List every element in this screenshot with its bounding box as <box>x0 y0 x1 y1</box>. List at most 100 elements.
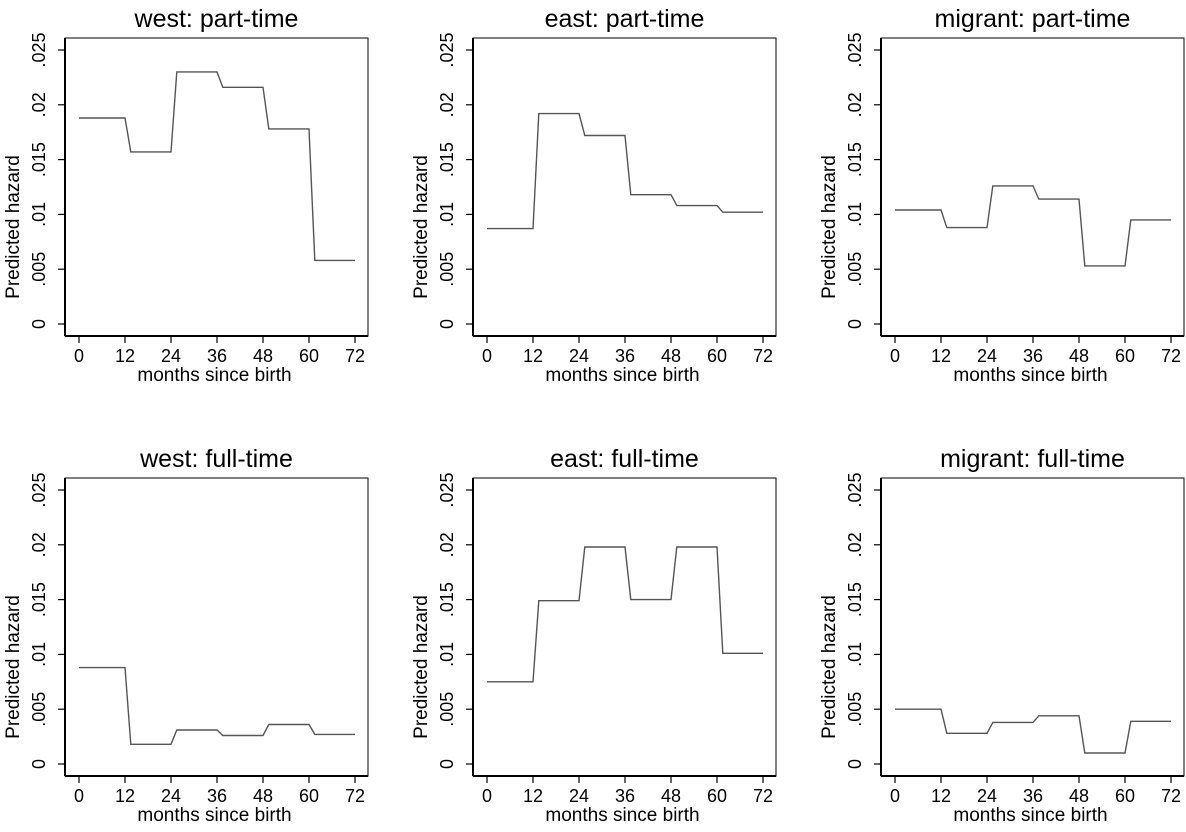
chart-0-x-tick-label: 48 <box>253 346 273 366</box>
chart-0-y-tick-label: .025 <box>29 32 49 67</box>
chart-1-x-tick-label: 24 <box>569 346 589 366</box>
chart-0-y-tick-label: .02 <box>29 92 49 117</box>
chart-1-y-axis-title: Predicted hazard <box>411 155 432 299</box>
chart-4-x-tick-label: 12 <box>523 786 543 806</box>
chart-5-x-tick-label: 0 <box>890 786 900 806</box>
chart-1-x-tick-label: 36 <box>615 346 635 366</box>
chart-3-x-tick-label: 36 <box>207 786 227 806</box>
chart-3-y-tick-label: .025 <box>29 472 49 507</box>
chart-4-x-tick-label: 48 <box>661 786 681 806</box>
chart-2-y-tick-label: .005 <box>845 252 865 287</box>
chart-2-x-tick-label: 72 <box>1161 346 1181 366</box>
chart-3-x-axis-title: months since birth <box>137 805 291 826</box>
chart-3-y-axis-title: Predicted hazard <box>3 595 24 739</box>
chart-0-x-tick-label: 12 <box>115 346 135 366</box>
chart-5-x-tick-label: 60 <box>1115 786 1135 806</box>
chart-4-y-axis-title: Predicted hazard <box>411 595 432 739</box>
chart-3-title: west: full-time <box>139 445 293 473</box>
chart-5-y-tick-label: .01 <box>845 642 865 667</box>
chart-3-x-tick-label: 60 <box>299 786 319 806</box>
chart-4-title: east: full-time <box>550 445 699 473</box>
chart-2-title: migrant: part-time <box>935 5 1131 33</box>
chart-4-x-axis-title: months since birth <box>545 805 699 826</box>
chart-0-hazard-step-line <box>79 71 355 262</box>
chart-0-x-tick-label: 72 <box>345 346 365 366</box>
chart-5-hazard-step-line <box>895 708 1171 754</box>
chart-4-x-tick-label: 0 <box>482 786 492 806</box>
chart-4-hazard-step-line <box>487 546 763 683</box>
chart-1-x-tick-label: 0 <box>482 346 492 366</box>
chart-4-y-tick-label: 0 <box>437 759 457 769</box>
chart-1-y-tick-label: .025 <box>437 32 457 67</box>
chart-4-x-tick-label: 24 <box>569 786 589 806</box>
chart-1-x-tick-label: 12 <box>523 346 543 366</box>
chart-3-x-tick-label: 48 <box>253 786 273 806</box>
chart-5-y-tick-label: .015 <box>845 582 865 617</box>
chart-3-panel: west: full-time 0 12 24 36 48 60 72 0 .005 .01 .015… <box>3 445 369 826</box>
chart-2-x-tick-label: 12 <box>931 346 951 366</box>
chart-0-x-axis-title: months since birth <box>137 365 291 386</box>
chart-5-y-axis-title: Predicted hazard <box>819 595 840 739</box>
chart-3-x-tick-label: 0 <box>74 786 84 806</box>
chart-2-y-axis-title: Predicted hazard <box>819 155 840 299</box>
chart-2-panel: migrant: part-time 0 12 24 36 48 60 72 0 .005 .01.… <box>819 5 1185 386</box>
chart-1-plot-frame <box>472 37 777 337</box>
chart-3-plot-frame <box>64 477 369 777</box>
chart-0-x-tick-label: 24 <box>161 346 181 366</box>
chart-2-hazard-step-line <box>895 185 1171 267</box>
chart-2-x-tick-label: 36 <box>1023 346 1043 366</box>
chart-2-y-tick-label: .02 <box>845 92 865 117</box>
chart-5-title: migrant: full-time <box>940 445 1125 473</box>
chart-1-x-tick-label: 48 <box>661 346 681 366</box>
chart-2-y-tick-label: .025 <box>845 32 865 67</box>
chart-5-y-tick-label: .025 <box>845 472 865 507</box>
chart-1-y-tick-label: .01 <box>437 202 457 227</box>
chart-5-x-tick-label: 12 <box>931 786 951 806</box>
chart-4-y-tick-label: .015 <box>437 582 457 617</box>
chart-2-y-tick-label: .015 <box>845 142 865 177</box>
chart-1-y-tick-label: .02 <box>437 92 457 117</box>
chart-4-panel: east: full-time 0 12 24 36 48 60 72 0 .005 .01 .015… <box>411 445 777 826</box>
chart-4-x-tick-label: 60 <box>707 786 727 806</box>
chart-4-y-tick-label: .02 <box>437 532 457 557</box>
chart-5-x-tick-label: 36 <box>1023 786 1043 806</box>
chart-1-y-tick-label: .015 <box>437 142 457 177</box>
chart-0-title: west: part-time <box>134 5 299 33</box>
chart-5-x-axis-title: months since birth <box>953 805 1107 826</box>
chart-0-plot-frame <box>64 37 369 337</box>
chart-2-x-tick-label: 0 <box>890 346 900 366</box>
chart-5-x-tick-label: 72 <box>1161 786 1181 806</box>
chart-5-y-tick-label: .005 <box>845 692 865 727</box>
chart-1-hazard-step-line <box>487 112 763 230</box>
chart-1-y-tick-label: .005 <box>437 252 457 287</box>
chart-3-y-tick-label: .015 <box>29 582 49 617</box>
chart-1-x-tick-label: 72 <box>753 346 773 366</box>
chart-0-y-axis-title: Predicted hazard <box>3 155 24 299</box>
chart-3-x-tick-label: 72 <box>345 786 365 806</box>
chart-0-y-tick-label: 0 <box>29 319 49 329</box>
chart-5-x-tick-label: 48 <box>1069 786 1089 806</box>
chart-1-y-tick-label: 0 <box>437 319 457 329</box>
chart-3-y-tick-label: 0 <box>29 759 49 769</box>
chart-2-plot-frame <box>880 37 1185 337</box>
chart-1-x-axis-title: months since birth <box>545 365 699 386</box>
chart-3-y-tick-label: .02 <box>29 532 49 557</box>
chart-2-x-tick-label: 60 <box>1115 346 1135 366</box>
chart-0-x-tick-label: 60 <box>299 346 319 366</box>
chart-2-x-axis-title: months since birth <box>953 365 1107 386</box>
chart-3-y-tick-label: .005 <box>29 692 49 727</box>
chart-4-x-tick-label: 36 <box>615 786 635 806</box>
chart-4-x-tick-label: 72 <box>753 786 773 806</box>
chart-5-y-tick-label: 0 <box>845 759 865 769</box>
chart-4-y-tick-label: .005 <box>437 692 457 727</box>
chart-2-y-tick-label: 0 <box>845 319 865 329</box>
chart-3-x-tick-label: 12 <box>115 786 135 806</box>
chart-1-title: east: part-time <box>545 5 705 33</box>
chart-2-x-tick-label: 48 <box>1069 346 1089 366</box>
chart-5-x-tick-label: 24 <box>977 786 997 806</box>
chart-4-y-tick-label: .025 <box>437 472 457 507</box>
chart-2-y-tick-label: .01 <box>845 202 865 227</box>
chart-3-y-tick-label: .01 <box>29 642 49 667</box>
chart-0-x-tick-label: 36 <box>207 346 227 366</box>
